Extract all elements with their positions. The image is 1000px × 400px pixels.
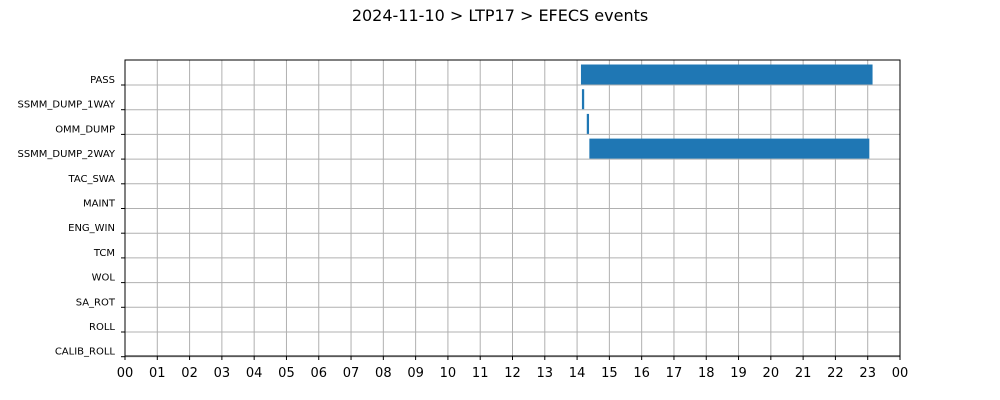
y-tick-label: ENG_WIN bbox=[68, 223, 115, 234]
x-tick-label: 21 bbox=[795, 366, 812, 381]
x-tick-label: 10 bbox=[440, 366, 457, 381]
x-tick-label: 07 bbox=[343, 366, 360, 381]
x-tick-label: 08 bbox=[375, 366, 392, 381]
x-tick-label: 09 bbox=[407, 366, 424, 381]
x-tick-label: 13 bbox=[537, 366, 554, 381]
x-tick-label: 06 bbox=[310, 366, 327, 381]
event-bar-pass bbox=[580, 64, 873, 85]
y-tick-label: WOL bbox=[92, 273, 116, 284]
x-tick-label: 19 bbox=[730, 366, 747, 381]
x-tick-label: 12 bbox=[504, 366, 521, 381]
event-bars bbox=[580, 64, 873, 159]
y-tick-label: OMM_DUMP bbox=[55, 124, 115, 135]
y-tick-label: ROLL bbox=[89, 322, 115, 333]
y-tick-label: CALIB_ROLL bbox=[55, 347, 116, 358]
y-tick-label: SA_ROT bbox=[76, 297, 116, 308]
y-tick-label: TCM bbox=[93, 248, 115, 259]
x-tick-label: 04 bbox=[246, 366, 263, 381]
grid-lines bbox=[124, 60, 901, 358]
x-tick-label: 17 bbox=[666, 366, 683, 381]
x-tick-label: 11 bbox=[472, 366, 489, 381]
x-tick-label: 18 bbox=[698, 366, 715, 381]
x-tick-label: 02 bbox=[181, 366, 198, 381]
x-tick-label: 14 bbox=[569, 366, 586, 381]
x-tick-label: 16 bbox=[633, 366, 650, 381]
event-bar-omm-dump bbox=[586, 113, 590, 134]
y-tick-label: TAC_SWA bbox=[67, 174, 115, 185]
chart-title: 2024-11-10 > LTP17 > EFECS events bbox=[351, 6, 649, 25]
x-tick-label: 00 bbox=[117, 366, 134, 381]
event-bar-ssmm-dump-1way bbox=[581, 89, 585, 110]
x-tick-label: 01 bbox=[149, 366, 166, 381]
event-bar-ssmm-dump-2way bbox=[589, 138, 870, 159]
x-tick-label: 20 bbox=[763, 366, 780, 381]
y-tick-label: PASS bbox=[90, 75, 115, 86]
x-tick-label: 23 bbox=[859, 366, 876, 381]
y-axis-ticks: PASS SSMM_DUMP_1WAY OMM_DUMP SSMM_DUMP_2WAY… bbox=[17, 75, 125, 358]
y-tick-label: MAINT bbox=[83, 199, 116, 210]
y-tick-label: SSMM_DUMP_1WAY bbox=[17, 100, 115, 111]
x-tick-label: 22 bbox=[827, 366, 844, 381]
x-axis-ticks: 00 01 02 03 04 05 06 07 08 09 10 11 12 13 14 15 16 17 18 19… bbox=[117, 356, 909, 381]
x-tick-label: 00 bbox=[892, 366, 909, 381]
y-tick-label: SSMM_DUMP_2WAY bbox=[17, 149, 115, 160]
x-tick-label: 15 bbox=[601, 366, 618, 381]
x-tick-label: 05 bbox=[278, 366, 295, 381]
x-tick-label: 03 bbox=[214, 366, 231, 381]
